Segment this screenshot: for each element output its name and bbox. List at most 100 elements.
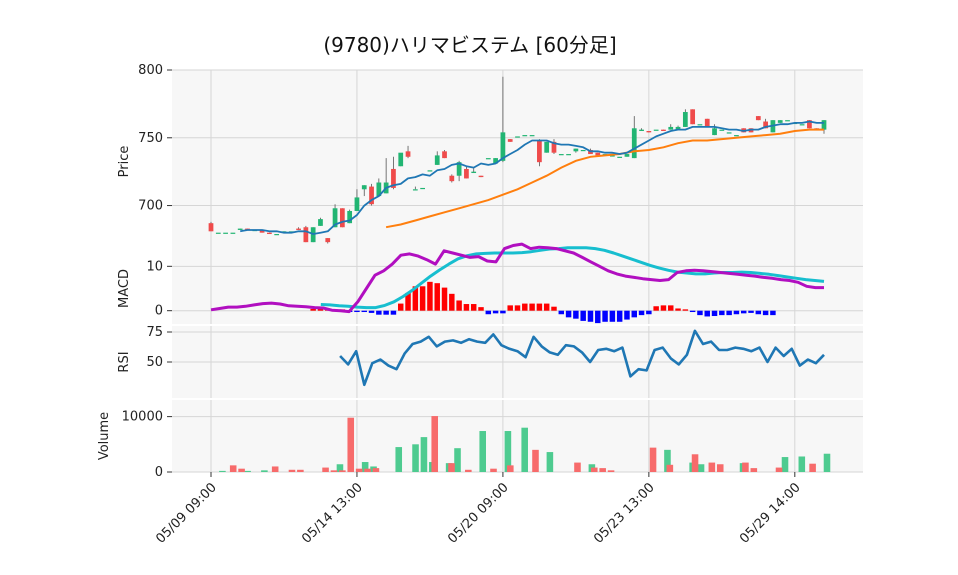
candle-body: [354, 197, 360, 211]
candle-body: [624, 154, 630, 157]
candle-body: [609, 155, 615, 157]
rsi-ytick-label: 75: [146, 325, 163, 340]
candle-body: [661, 129, 666, 131]
rsi-ylabel: RSI: [117, 351, 132, 372]
candle-body: [653, 129, 659, 131]
volume-bar-up: [781, 457, 789, 472]
macd-ylabel: MACD: [117, 269, 132, 308]
macd-hist-bar: [565, 310, 572, 318]
candle-body: [646, 131, 652, 133]
candle-body: [398, 152, 404, 167]
macd-hist-bar: [638, 310, 645, 316]
candle-body: [507, 139, 513, 142]
macd-hist-bar: [726, 310, 732, 316]
volume-bar-up: [361, 462, 369, 472]
volume-panel-bg: [172, 400, 863, 472]
volume-bar-down: [809, 463, 816, 472]
volume-bar-down: [364, 468, 371, 472]
x-axis: 05/09 09:00 05/14 13:00 05/20 09:00 05/23 1…: [153, 472, 804, 547]
macd-hist-bar: [310, 308, 316, 311]
rsi-ytick-label: 50: [146, 355, 163, 370]
volume-bar-down: [649, 447, 657, 472]
macd-hist-bar: [704, 310, 710, 317]
candle-body: [544, 141, 550, 153]
macd-line: [210, 242, 824, 314]
volume-bar-down: [322, 467, 329, 472]
candle-body: [449, 175, 455, 182]
volume-bar-up: [697, 464, 705, 472]
candle-body: [566, 154, 571, 156]
volume-bar-up: [412, 444, 419, 472]
price-ytick-label: 700: [138, 199, 163, 214]
signal-line: [320, 246, 825, 310]
candle-body: [391, 168, 396, 188]
volume-bar-up: [479, 431, 486, 472]
candle-body: [456, 162, 462, 176]
candle-body: [675, 126, 681, 130]
macd-hist-bar: [390, 310, 397, 315]
candle-body: [478, 175, 484, 178]
macd-hist-bar: [675, 308, 681, 311]
macd-hist-bar: [558, 310, 565, 315]
candle-body: [712, 128, 717, 136]
volume-bar-up: [261, 470, 268, 472]
candle-body: [734, 135, 739, 137]
macd-hist-bar: [595, 310, 601, 324]
candle-body: [347, 210, 353, 224]
macd-hist-bar: [317, 308, 324, 311]
x-tick-label: 05/20 09:00: [445, 480, 512, 547]
macd-hist-bar: [354, 310, 360, 313]
macd-hist-bar: [412, 286, 419, 311]
volume-bar-down: [288, 469, 296, 472]
volume-bar-down: [607, 470, 615, 472]
macd-panel-bg: [172, 253, 863, 324]
price-ytick-label: 800: [138, 63, 163, 78]
volume-bar-down: [347, 417, 355, 472]
volume-bar-down: [448, 463, 455, 472]
macd-ytick-label: 10: [146, 259, 163, 274]
candle-body: [558, 154, 564, 156]
candle-body: [296, 228, 301, 230]
volume-bar-down: [742, 462, 749, 472]
candle-body: [442, 151, 447, 159]
volume-bar-down: [355, 468, 363, 472]
candle-body: [405, 151, 411, 157]
volume-bar-down: [507, 465, 514, 472]
volume-bar-up: [664, 449, 671, 472]
candle-body: [259, 229, 265, 233]
candle-body: [237, 228, 243, 230]
volume-bar-down: [271, 466, 279, 472]
candle-body: [369, 186, 374, 205]
candle-body: [493, 158, 498, 164]
candle-body: [318, 219, 323, 226]
macd-hist-bar: [463, 304, 470, 311]
volume-bar-down: [330, 470, 338, 472]
macd-hist-bar: [668, 305, 674, 311]
macd-hist-bar: [529, 303, 535, 311]
volume-bar-down: [297, 469, 304, 472]
price-panel-bg: [172, 70, 863, 253]
candle-body: [726, 132, 732, 134]
macd-hist-bar: [456, 300, 462, 311]
macd-hist-bar: [492, 310, 499, 314]
volume-bar-down: [490, 468, 497, 472]
candle-body: [515, 136, 520, 138]
macd-hist-bar: [478, 307, 484, 311]
macd-hist-bar: [543, 303, 550, 311]
macd-hist-bar: [755, 310, 762, 315]
volume-ylabel: Volume: [97, 412, 112, 460]
macd-hist-bar: [682, 309, 689, 311]
candle-body: [339, 208, 345, 228]
candle-body: [595, 152, 601, 156]
candle-body: [697, 124, 703, 126]
macd-hist-bar: [748, 310, 754, 313]
volume-ytick-label: 10000: [122, 410, 163, 425]
volume-bar-down: [339, 470, 346, 472]
candle-body: [807, 120, 812, 129]
volume-bar-up: [823, 453, 831, 472]
candle-body: [573, 148, 579, 152]
volume-bar-up: [521, 427, 528, 472]
macd-hist-bar: [507, 305, 513, 311]
